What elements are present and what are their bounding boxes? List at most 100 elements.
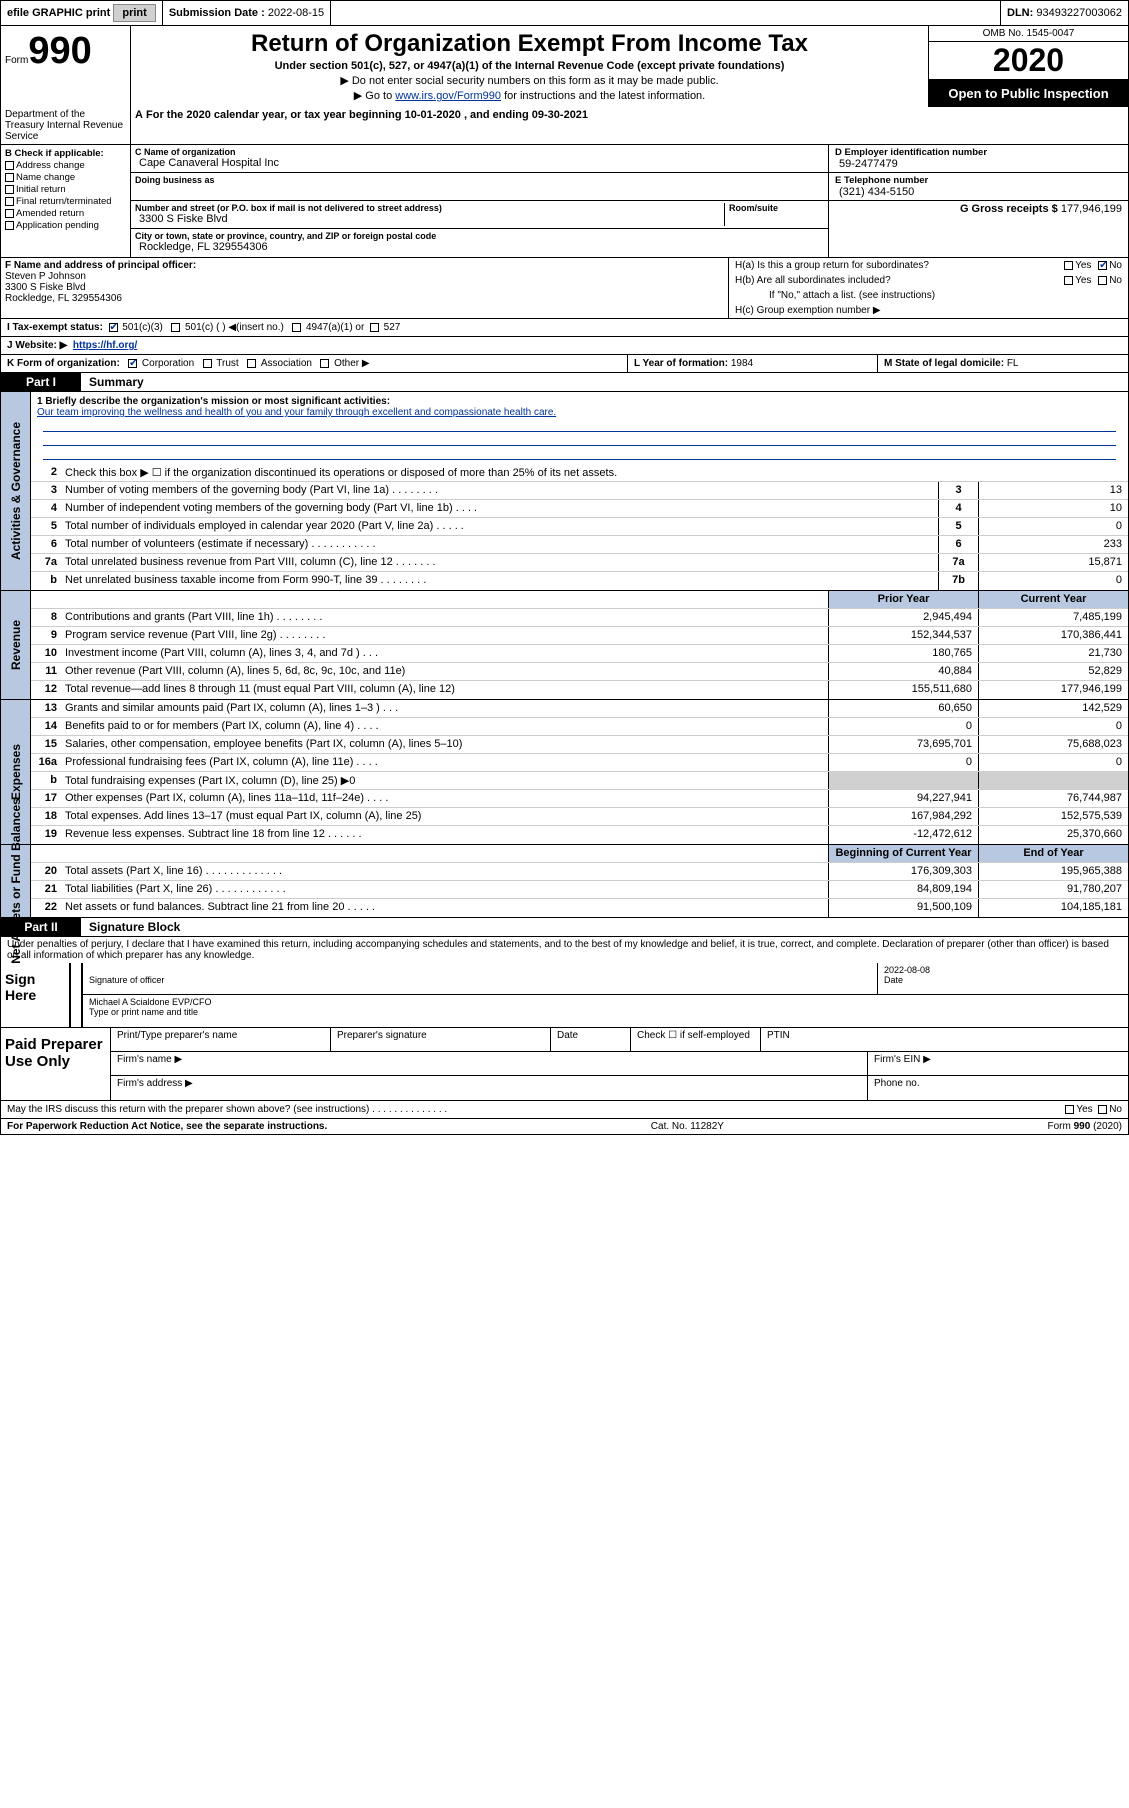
form-990-block: Form990 bbox=[1, 26, 131, 107]
chk-final[interactable]: Final return/terminated bbox=[5, 196, 126, 207]
governance-vlabel: Activities & Governance bbox=[1, 392, 31, 590]
ha-label: H(a) Is this a group return for subordin… bbox=[735, 260, 929, 271]
part1-label: Part I bbox=[1, 373, 81, 391]
chk-amended[interactable]: Amended return bbox=[5, 208, 126, 219]
paid-preparer-label: Paid Preparer Use Only bbox=[1, 1028, 111, 1100]
part2-title: Signature Block bbox=[81, 918, 188, 936]
footer: For Paperwork Reduction Act Notice, see … bbox=[0, 1119, 1129, 1135]
firm-name-label: Firm's name ▶ bbox=[111, 1052, 868, 1075]
org-name-label: C Name of organization bbox=[135, 147, 824, 157]
gross-value: 177,946,199 bbox=[1061, 203, 1122, 215]
dba-row: Doing business as bbox=[131, 173, 828, 201]
phone-value: (321) 434-5150 bbox=[835, 186, 1122, 198]
current-year-hdr: Current Year bbox=[978, 591, 1128, 608]
chk-501c[interactable] bbox=[171, 323, 180, 332]
netassets-content: Beginning of Current Year End of Year 20… bbox=[31, 845, 1128, 917]
hb-no[interactable] bbox=[1098, 276, 1107, 285]
print-button[interactable]: print bbox=[113, 4, 155, 22]
sig-date-label: Date bbox=[884, 975, 903, 985]
hc-label: H(c) Group exemption number ▶ bbox=[729, 303, 1128, 318]
dln-value: 93493227003062 bbox=[1036, 7, 1122, 19]
box-b-label: B Check if applicable: bbox=[5, 148, 104, 159]
mission-block: 1 Briefly describe the organization's mi… bbox=[31, 392, 1128, 464]
state-value: FL bbox=[1007, 358, 1019, 369]
efile-label: efile GRAPHIC print bbox=[7, 7, 110, 19]
line-20: 20Total assets (Part X, line 16) . . . .… bbox=[31, 863, 1128, 881]
page-title: Return of Organization Exempt From Incom… bbox=[139, 30, 920, 58]
header-row: Form990 Return of Organization Exempt Fr… bbox=[0, 26, 1129, 107]
year-block: OMB No. 1545-0047 2020 Open to Public In… bbox=[928, 26, 1128, 107]
dept-row: Department of the Treasury Internal Reve… bbox=[0, 107, 1129, 145]
line-a-text: For the 2020 calendar year, or tax year … bbox=[146, 109, 588, 121]
sig-name: Michael A Scialdone EVP/CFO bbox=[89, 997, 212, 1007]
ha-no[interactable] bbox=[1098, 261, 1107, 270]
line-5: 5Total number of individuals employed in… bbox=[31, 518, 1128, 536]
ein-label: D Employer identification number bbox=[835, 147, 1122, 158]
prep-self-hdr: Check ☐ if self-employed bbox=[631, 1028, 761, 1051]
year-formation-label: L Year of formation: bbox=[634, 358, 728, 369]
line-7a: 7aTotal unrelated business revenue from … bbox=[31, 554, 1128, 572]
chk-assoc[interactable] bbox=[247, 359, 256, 368]
ha-yes[interactable] bbox=[1064, 261, 1073, 270]
room-label: Room/suite bbox=[729, 203, 824, 213]
end-year-hdr: End of Year bbox=[978, 845, 1128, 862]
chk-501c3[interactable] bbox=[109, 323, 118, 332]
ha-row: H(a) Is this a group return for subordin… bbox=[729, 258, 1128, 273]
footer-mid: Cat. No. 11282Y bbox=[651, 1121, 724, 1132]
line-b: bNet unrelated business taxable income f… bbox=[31, 572, 1128, 590]
firm-addr-label: Firm's address ▶ bbox=[111, 1076, 868, 1100]
dept-treasury: Department of the Treasury Internal Reve… bbox=[1, 107, 131, 144]
preparer-right: Print/Type preparer's name Preparer's si… bbox=[111, 1028, 1128, 1100]
officer-name: Steven P Johnson bbox=[5, 271, 724, 282]
chk-name[interactable]: Name change bbox=[5, 172, 126, 183]
chk-corp[interactable] bbox=[128, 359, 137, 368]
section-bcd: B Check if applicable: Address change Na… bbox=[0, 145, 1129, 258]
line-2: 2Check this box ▶ ☐ if the organization … bbox=[31, 464, 1128, 482]
chk-4947[interactable] bbox=[292, 323, 301, 332]
discuss-no[interactable] bbox=[1098, 1105, 1107, 1114]
line-11: 11Other revenue (Part VIII, column (A), … bbox=[31, 663, 1128, 681]
line-18: 18Total expenses. Add lines 13–17 (must … bbox=[31, 808, 1128, 826]
prior-year-hdr: Prior Year bbox=[828, 591, 978, 608]
hb-note: If "No," attach a list. (see instruction… bbox=[729, 288, 1128, 303]
chk-527[interactable] bbox=[370, 323, 379, 332]
city-label: City or town, state or province, country… bbox=[135, 231, 824, 241]
box-h: H(a) Is this a group return for subordin… bbox=[728, 258, 1128, 318]
expenses-section: Expenses 13Grants and similar amounts pa… bbox=[0, 700, 1129, 845]
chk-other[interactable] bbox=[320, 359, 329, 368]
discuss-row: May the IRS discuss this return with the… bbox=[0, 1101, 1129, 1119]
prep-addr-row: Firm's address ▶ Phone no. bbox=[111, 1076, 1128, 1100]
officer-label: F Name and address of principal officer: bbox=[5, 260, 196, 271]
submission-date: 2022-08-15 bbox=[268, 7, 324, 19]
city-row: City or town, state or province, country… bbox=[131, 229, 828, 257]
website-link[interactable]: https://hf.org/ bbox=[73, 340, 137, 351]
prep-header-row: Print/Type preparer's name Preparer's si… bbox=[111, 1028, 1128, 1052]
box-f: F Name and address of principal officer:… bbox=[1, 258, 728, 318]
chk-pending[interactable]: Application pending bbox=[5, 220, 126, 231]
footer-right: Form 990 (2020) bbox=[1048, 1121, 1122, 1132]
sig-date: 2022-08-08 bbox=[884, 965, 930, 975]
chk-address[interactable]: Address change bbox=[5, 160, 126, 171]
revenue-content: Prior Year Current Year 8Contributions a… bbox=[31, 591, 1128, 699]
na-header: Beginning of Current Year End of Year bbox=[31, 845, 1128, 863]
line-8: 8Contributions and grants (Part VIII, li… bbox=[31, 609, 1128, 627]
note-link: ▶ Go to www.irs.gov/Form990 for instruct… bbox=[139, 89, 920, 102]
chk-initial[interactable]: Initial return bbox=[5, 184, 126, 195]
box-k: K Form of organization: Corporation Trus… bbox=[1, 355, 628, 372]
dln-cell: DLN: 93493227003062 bbox=[1001, 1, 1128, 25]
firm-ein-label: Firm's EIN ▶ bbox=[868, 1052, 1128, 1075]
discuss-yes[interactable] bbox=[1065, 1105, 1074, 1114]
gross-row: G Gross receipts $ 177,946,199 bbox=[829, 201, 1128, 229]
prep-ptin-hdr: PTIN bbox=[761, 1028, 1128, 1051]
box-i: I Tax-exempt status: 501(c)(3) 501(c) ( … bbox=[0, 319, 1129, 337]
chk-trust[interactable] bbox=[203, 359, 212, 368]
submission-cell: Submission Date : 2022-08-15 bbox=[163, 1, 331, 25]
org-name-row: C Name of organization Cape Canaveral Ho… bbox=[131, 145, 828, 173]
mission-label: 1 Briefly describe the organization's mi… bbox=[37, 396, 390, 407]
street-row: Number and street (or P.O. box if mail i… bbox=[131, 201, 828, 229]
form990-link[interactable]: www.irs.gov/Form990 bbox=[395, 90, 501, 102]
netassets-vlabel: Net Assets or Fund Balances bbox=[1, 845, 31, 917]
hb-yes[interactable] bbox=[1064, 276, 1073, 285]
open-inspection: Open to Public Inspection bbox=[929, 80, 1128, 107]
note2-post: for instructions and the latest informat… bbox=[501, 90, 705, 102]
